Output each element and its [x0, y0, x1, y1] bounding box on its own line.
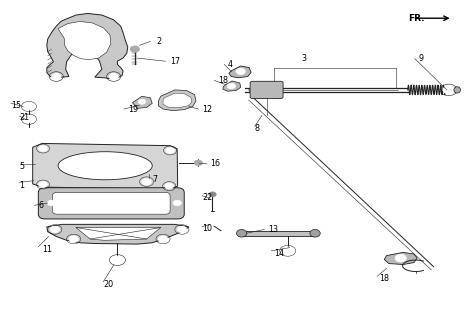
Text: 18: 18	[379, 274, 389, 283]
Polygon shape	[133, 96, 152, 108]
Text: 16: 16	[210, 159, 220, 168]
Circle shape	[130, 46, 140, 52]
Text: 11: 11	[42, 245, 52, 254]
Text: 13: 13	[268, 225, 278, 234]
Ellipse shape	[236, 229, 247, 237]
Polygon shape	[241, 231, 316, 236]
Polygon shape	[47, 13, 128, 79]
Text: 2: 2	[156, 37, 161, 46]
Polygon shape	[163, 93, 192, 108]
FancyBboxPatch shape	[250, 81, 283, 99]
Circle shape	[395, 254, 406, 262]
Polygon shape	[223, 81, 241, 91]
Text: 8: 8	[255, 124, 260, 132]
Ellipse shape	[454, 87, 461, 93]
Text: 5: 5	[19, 162, 25, 171]
Text: 20: 20	[103, 280, 113, 289]
Circle shape	[236, 68, 245, 75]
FancyBboxPatch shape	[38, 188, 184, 219]
Polygon shape	[47, 224, 189, 244]
Text: 21: 21	[19, 114, 30, 123]
Text: FR.: FR.	[408, 14, 424, 23]
Text: 19: 19	[128, 105, 138, 114]
Circle shape	[50, 226, 59, 233]
Polygon shape	[229, 66, 251, 78]
Polygon shape	[58, 21, 111, 60]
Ellipse shape	[249, 87, 261, 93]
Polygon shape	[384, 252, 417, 265]
Text: 12: 12	[202, 105, 212, 114]
Circle shape	[166, 148, 174, 153]
Circle shape	[69, 236, 78, 242]
Circle shape	[51, 73, 61, 80]
Circle shape	[173, 200, 181, 206]
Circle shape	[158, 236, 168, 242]
Text: 4: 4	[228, 60, 233, 69]
Circle shape	[112, 256, 123, 264]
Text: 1: 1	[19, 181, 25, 190]
Circle shape	[206, 220, 216, 226]
Circle shape	[209, 192, 216, 197]
Circle shape	[138, 99, 146, 104]
Polygon shape	[76, 228, 160, 240]
Circle shape	[413, 274, 422, 280]
Circle shape	[39, 182, 47, 188]
Circle shape	[142, 179, 152, 185]
Circle shape	[24, 116, 34, 123]
Text: 9: 9	[419, 54, 424, 63]
Circle shape	[165, 183, 173, 189]
Circle shape	[194, 160, 202, 166]
Text: 7: 7	[152, 175, 157, 184]
Circle shape	[282, 247, 294, 255]
Circle shape	[47, 200, 56, 206]
Text: 17: 17	[170, 57, 180, 66]
Polygon shape	[158, 90, 196, 111]
Circle shape	[24, 103, 34, 110]
Text: 10: 10	[202, 224, 212, 233]
Text: 18: 18	[218, 76, 228, 85]
Text: 3: 3	[301, 54, 306, 63]
Text: 14: 14	[275, 249, 285, 258]
Polygon shape	[33, 143, 177, 189]
Text: 22: 22	[202, 193, 212, 202]
Ellipse shape	[310, 229, 320, 237]
Circle shape	[109, 73, 118, 80]
Ellipse shape	[58, 152, 152, 180]
Text: 15: 15	[11, 101, 21, 110]
Circle shape	[39, 146, 47, 151]
Circle shape	[177, 226, 186, 233]
Circle shape	[227, 83, 236, 89]
Text: 6: 6	[38, 201, 43, 210]
Circle shape	[443, 86, 455, 94]
Circle shape	[96, 34, 106, 41]
FancyBboxPatch shape	[52, 193, 170, 214]
